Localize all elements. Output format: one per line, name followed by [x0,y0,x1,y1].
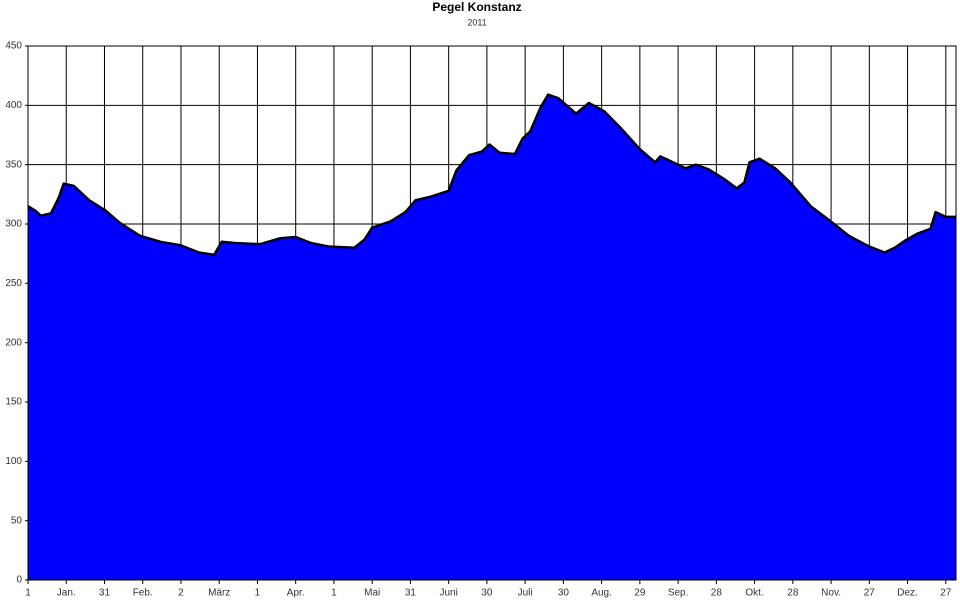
y-tick-label: 400 [5,100,22,111]
x-tick-label: 27 [940,588,952,599]
x-tick-label: Apr. [287,588,305,599]
x-tick-label: 29 [634,588,646,599]
x-tick-label: 30 [481,588,493,599]
x-tick-label: 31 [405,588,417,599]
x-tick-label: Dez. [897,588,918,599]
x-tick-label: 1 [25,588,31,599]
y-tick-label: 200 [5,337,22,348]
x-tick-label: Okt. [745,588,763,599]
x-tick-label: Feb. [133,588,153,599]
x-tick-label: 1 [331,588,337,599]
y-tick-label: 100 [5,456,22,467]
x-tick-label: Aug. [591,588,612,599]
x-tick-label: Sep. [668,588,689,599]
x-tick-label: Nov. [821,588,841,599]
y-tick-label: 300 [5,219,22,230]
x-tick-label: Mai [364,588,380,599]
y-tick-label: 0 [16,575,22,586]
x-tick-label: 2 [178,588,184,599]
y-tick-label: 250 [5,278,22,289]
x-tick-label: Jan. [57,588,76,599]
y-tick-label: 150 [5,397,22,408]
x-tick-label: 30 [558,588,570,599]
area-outline [27,93,956,257]
y-tick-label: 350 [5,159,22,170]
chart-title: Pegel Konstanz [432,0,521,14]
x-tick-label: 28 [787,588,799,599]
x-tick-label: Juni [439,588,457,599]
x-tick-label: März [208,588,230,599]
x-tick-label: 27 [864,588,876,599]
area [28,94,956,581]
x-tick-label: 1 [255,588,261,599]
y-tick-label: 50 [11,515,23,526]
plot-frame [27,45,957,581]
chart-subtitle: 2011 [467,17,486,27]
x-tick-label: 28 [711,588,723,599]
y-tick-label: 450 [5,41,22,52]
x-tick-label: Juli [518,588,533,599]
x-tick-label: 31 [99,588,111,599]
